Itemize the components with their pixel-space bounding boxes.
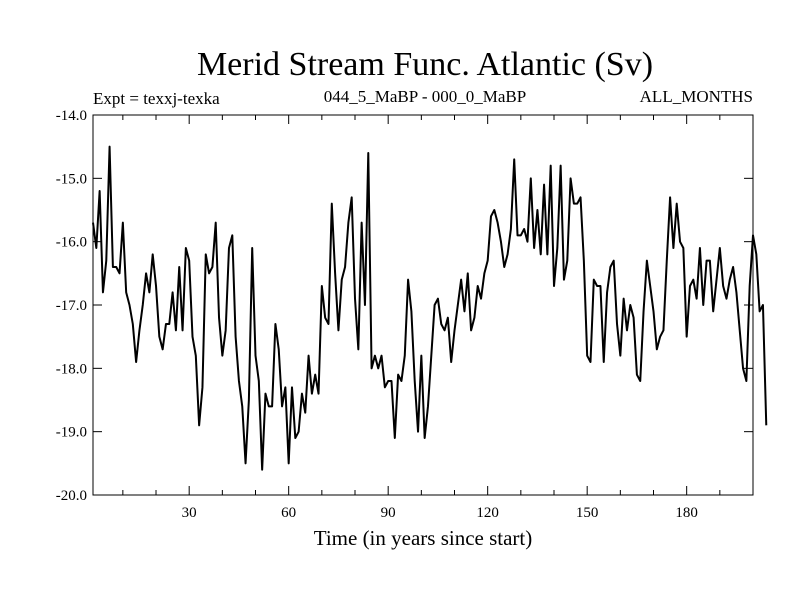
y-tick-label: -18.0 [56, 361, 87, 377]
y-tick-label: -20.0 [56, 488, 87, 504]
x-tick-label: 120 [476, 505, 499, 521]
plot-frame [92, 114, 754, 496]
x-tick-label: 30 [182, 505, 197, 521]
x-axis-label: Time (in years since start) [314, 526, 533, 550]
x-axis: 30 60 90 120 150 180 [122, 115, 721, 521]
series-layer [92, 145, 768, 471]
y-tick-label: -16.0 [56, 235, 87, 251]
chart-subtitle-left: Expt = texxj-texka [93, 89, 220, 108]
x-tick-label: 150 [576, 505, 599, 521]
y-tick-label: -19.0 [56, 425, 87, 441]
chart-title: Merid Stream Func. Atlantic (Sv) [197, 46, 653, 83]
y-tick-label: -14.0 [56, 108, 87, 124]
x-tick-label: 90 [381, 505, 396, 521]
y-tick-label: -15.0 [56, 171, 87, 187]
chart-subtitle-center: 044_5_MaBP - 000_0_MaBP [324, 87, 526, 106]
x-tick-label: 180 [675, 505, 698, 521]
y-tick-label: -17.0 [56, 298, 87, 314]
y-axis: -14.0 -15.0 -16.0 -17.0 -18.0 -19.0 -20.0 [56, 108, 753, 504]
series-line [92, 145, 768, 471]
chart-subtitle-right: ALL_MONTHS [640, 87, 753, 106]
x-tick-label: 60 [281, 505, 296, 521]
